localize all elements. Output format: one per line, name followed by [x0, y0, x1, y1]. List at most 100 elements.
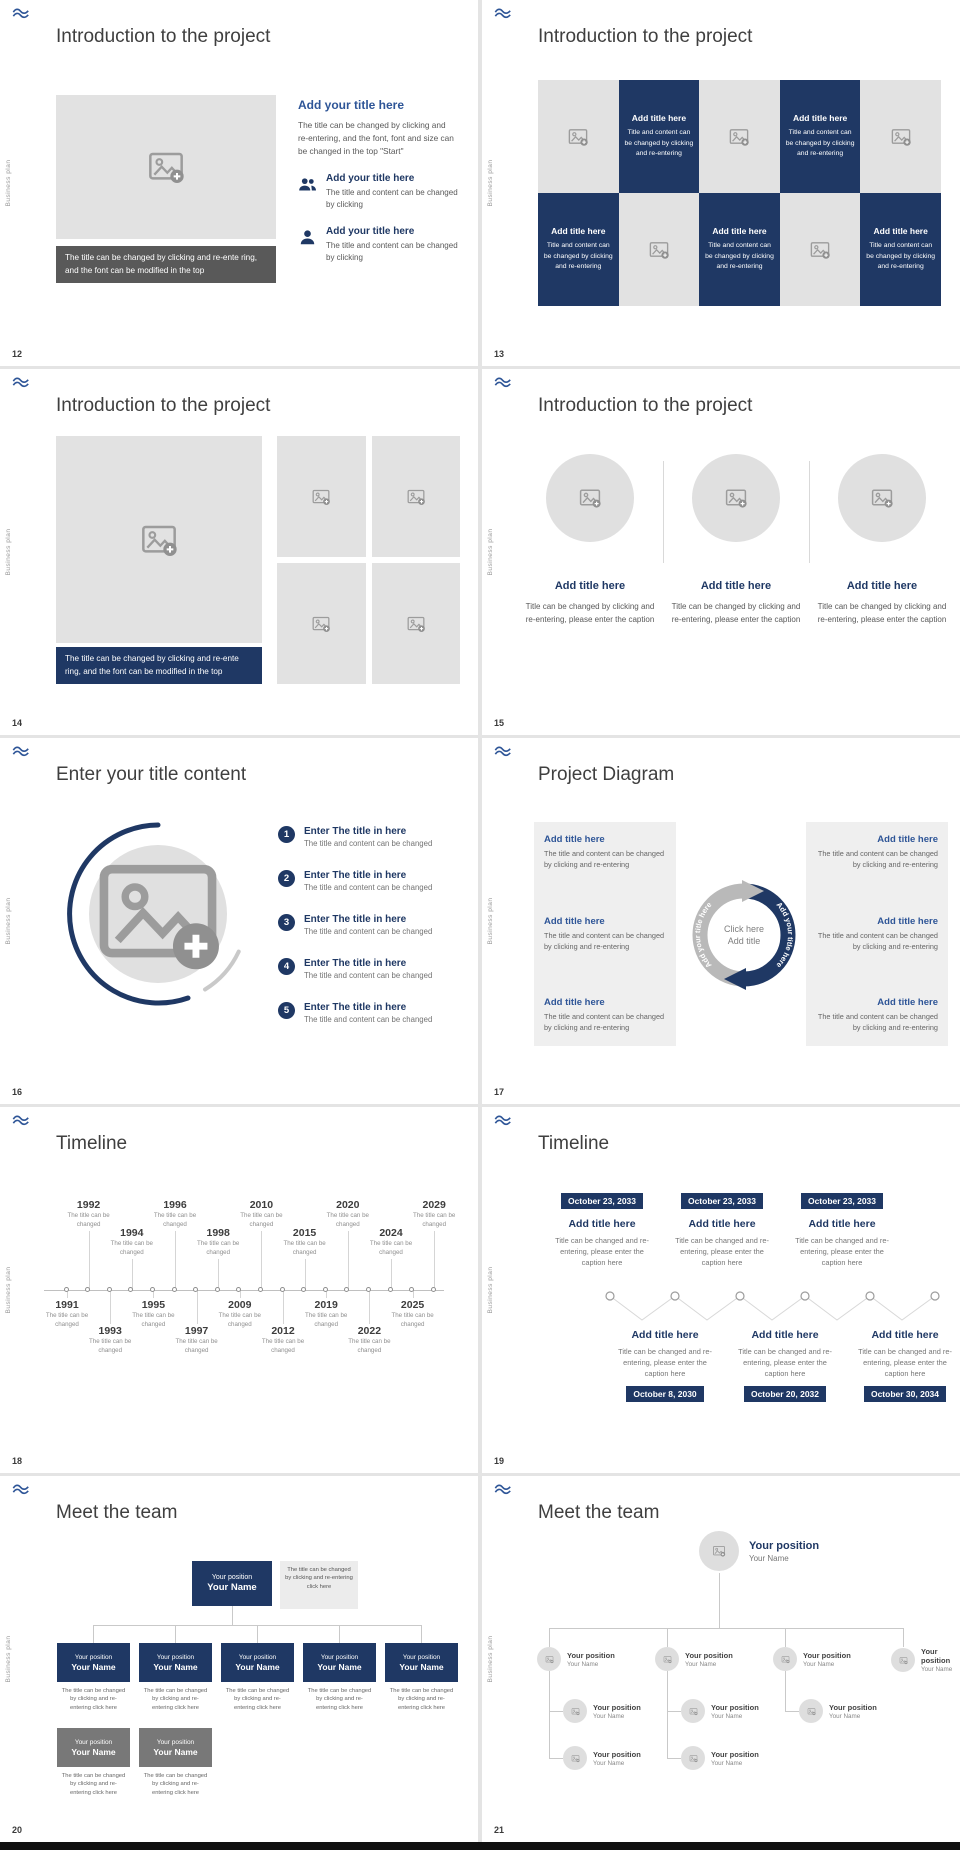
tick-line	[218, 1259, 220, 1289]
slide-thumbnail-16[interactable]: Business plan Enter your title content 1…	[0, 738, 478, 1104]
date-badge: October 23, 2033	[560, 1193, 644, 1209]
connector-line	[421, 1625, 422, 1643]
org-member-box: Your position Your Name	[139, 1643, 212, 1682]
tick-line	[67, 1291, 68, 1298]
name-label: Your Name	[711, 1712, 743, 1720]
number-badge: 4	[278, 957, 295, 975]
image-placeholder-icon	[545, 1655, 554, 1664]
side-label: Business plan	[487, 159, 494, 207]
year-label: 1994	[120, 1227, 144, 1239]
feature-item: Add title here Title can be changed by c…	[670, 454, 802, 627]
timeline-dot	[365, 1287, 371, 1292]
item-text: Title can be changed and re-entering, pl…	[858, 1347, 952, 1379]
org-member: Your position Your Name	[563, 1746, 641, 1770]
timeline-entry: 1996 The title can be changed	[152, 1199, 198, 1292]
timeline-entry: 1993 The title can be changed	[87, 1287, 133, 1355]
member-caption: The title can be changed by clicking and…	[61, 1773, 126, 1796]
text-cell: Add title here Title and content can be c…	[538, 193, 619, 306]
avatar	[799, 1699, 823, 1723]
year-caption: The title can be changed	[110, 1240, 153, 1256]
slide-thumbnail-21[interactable]: Business plan Meet the team Your positio…	[482, 1476, 960, 1842]
item-heading: Add title here	[554, 580, 626, 592]
numbered-item: 2 Enter The title in here The title and …	[278, 869, 462, 894]
image-placeholder-icon	[712, 1544, 726, 1558]
slide-title: Timeline	[538, 1133, 610, 1154]
image-placeholder-area	[56, 95, 276, 239]
tick-line	[88, 1231, 90, 1289]
timeline-dot	[301, 1287, 307, 1292]
item-text: The title and content can be changed by …	[817, 1012, 938, 1033]
position-label: Your position	[238, 1653, 277, 1661]
item-heading: Add title here	[544, 834, 605, 845]
slide-thumbnail-18[interactable]: Business plan Timeline 1991 The title ca…	[0, 1107, 478, 1473]
slide-number: 19	[494, 1456, 505, 1466]
member-caption: The title can be changed by clicking and…	[61, 1688, 126, 1711]
item-heading: Add title here	[751, 1329, 819, 1341]
cell-text: Title and content can be changed by clic…	[624, 129, 694, 158]
image-placeholder-icon	[724, 486, 748, 510]
side-label: Business plan	[487, 897, 494, 945]
person-icon	[298, 228, 317, 247]
year-caption: The title can be changed	[261, 1338, 305, 1354]
connector-line	[175, 1625, 176, 1643]
image-caption: The title can be changed by clicking and…	[56, 647, 262, 684]
item-text: The title and content can be changed	[304, 970, 433, 980]
slide-thumbnail-19[interactable]: Business plan Timeline October 23, 2033 …	[482, 1107, 960, 1473]
tick-line	[153, 1291, 155, 1298]
connector-line	[257, 1625, 258, 1643]
image-placeholder-icon	[663, 1655, 672, 1664]
connector-line	[719, 1573, 720, 1628]
item-text: The title and content can be changed by …	[817, 930, 938, 951]
diagram-right-panel: Add title here The title and content can…	[806, 822, 948, 1046]
avatar	[681, 1699, 705, 1723]
diagram-item: Add title here The title and content can…	[544, 916, 666, 953]
image-placeholder-icon	[311, 614, 331, 634]
org-member-box: Your position Your Name	[221, 1643, 294, 1682]
side-label: Business plan	[5, 1266, 12, 1314]
brand-logo-icon	[12, 376, 30, 389]
year-label: 1992	[76, 1199, 101, 1211]
feature-item: Add title here Title can be changed by c…	[524, 454, 656, 627]
timeline-entry: Add title here Title can be changed and …	[732, 1329, 838, 1403]
timeline-dot	[171, 1287, 177, 1292]
member-caption: The title can be changed by clicking and…	[143, 1773, 208, 1796]
timeline-dot	[409, 1287, 415, 1292]
avatar	[563, 1746, 587, 1770]
org-root-box: Your position Your Name	[192, 1561, 272, 1606]
item-text: The title and content can be changed	[304, 882, 433, 892]
timeline-entry: 2012 The title can be changed	[260, 1287, 306, 1355]
diagram-item: Add title here The title and content can…	[544, 834, 666, 871]
image-placeholder-icon	[571, 1754, 580, 1763]
slide-number: 14	[12, 718, 23, 728]
tick-line	[261, 1231, 263, 1289]
image-placeholder	[371, 436, 460, 557]
slide-thumbnail-14[interactable]: Business plan Introduction to the projec…	[0, 369, 478, 735]
org-row: Your position Your Name The title can be…	[57, 1643, 458, 1712]
date-badge: October 30, 2034	[863, 1386, 947, 1403]
slide-thumbnail-17[interactable]: Business plan Project Diagram Add title …	[482, 738, 960, 1104]
text-cell: Add title here Title and content can be c…	[618, 80, 700, 193]
connector-line	[667, 1671, 668, 1758]
image-placeholder-area	[56, 436, 262, 643]
item-text: Title can be changed by clicking and re-…	[817, 602, 947, 624]
image-placeholder-icon	[139, 520, 179, 560]
slide-thumbnail-20[interactable]: Business plan Meet the team Your positio…	[0, 1476, 478, 1842]
image-grid	[277, 436, 460, 684]
year-label: 2025	[400, 1299, 425, 1311]
slide-thumbnail-13[interactable]: Business plan Introduction to the projec…	[482, 0, 960, 366]
slide-thumbnail-12[interactable]: Business plan Introduction to the projec…	[0, 0, 478, 366]
number-badge: 1	[278, 826, 295, 843]
slide-thumbnail-15[interactable]: Business plan Introduction to the projec…	[482, 369, 960, 735]
slide-title: Introduction to the project	[538, 26, 753, 47]
cell-text: Title and content can be changed by clic…	[866, 242, 936, 271]
image-placeholder-icon	[99, 864, 219, 970]
timeline-entry: Add title here Title can be changed and …	[612, 1329, 718, 1403]
org-member: Your position Your Name The title can be…	[57, 1728, 130, 1797]
year-label: 2020	[336, 1199, 360, 1211]
image-placeholder-icon	[146, 147, 186, 187]
item-heading: Add title here	[688, 1218, 756, 1230]
org-member: Your position Your Name The title can be…	[221, 1643, 294, 1712]
timeline-entry: October 23, 2033 Add title here Title ca…	[789, 1191, 895, 1268]
timeline-entry: 2029 The title can be changed	[411, 1199, 457, 1292]
item-heading: Enter The title in here	[304, 826, 407, 837]
